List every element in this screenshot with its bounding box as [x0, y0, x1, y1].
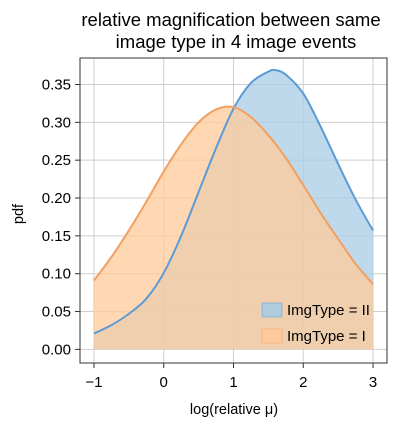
legend: ImgType = II ImgType = I: [261, 302, 370, 345]
legend-swatch-2: [261, 328, 283, 344]
y-tick-label: 0.10: [42, 266, 71, 283]
x-axis-ticks: −1 0 1 2 3: [85, 363, 377, 391]
x-tick-label: −1: [85, 374, 102, 391]
x-axis-label: log(relative μ): [190, 402, 278, 418]
y-tick-label: 0.30: [42, 114, 71, 131]
x-tick-label: 0: [160, 374, 168, 391]
plot-areas: [93, 69, 374, 350]
legend-label-2: ImgType = I: [287, 328, 366, 345]
x-tick-label: 3: [369, 374, 377, 391]
y-tick-label: 0.00: [42, 341, 71, 358]
y-tick-label: 0.25: [42, 152, 71, 169]
legend-label-1: ImgType = II: [287, 302, 370, 319]
series-line-1: [93, 68, 374, 335]
y-tick-label: 0.35: [42, 76, 71, 93]
chart-title-line-2: image type in 4 image events: [116, 31, 357, 52]
x-tick-label: 2: [299, 374, 307, 391]
x-tick-label: 1: [229, 374, 237, 391]
y-tick-label: 0.20: [42, 190, 71, 207]
y-axis-label: pdf: [11, 203, 27, 224]
y-tick-label: 0.15: [42, 228, 71, 245]
series-line-2: [93, 105, 374, 285]
series-area-2: [93, 106, 374, 350]
chart-title-line-1: relative magnification between same: [81, 9, 380, 30]
plot-lines: [93, 68, 374, 335]
legend-swatch-1: [261, 302, 283, 318]
chart-title: relative magnification between same imag…: [81, 9, 380, 52]
y-tick-label: 0.05: [42, 304, 71, 321]
y-axis-ticks: 0.00 0.05 0.10 0.15 0.20 0.25 0.30 0.35: [42, 76, 80, 358]
